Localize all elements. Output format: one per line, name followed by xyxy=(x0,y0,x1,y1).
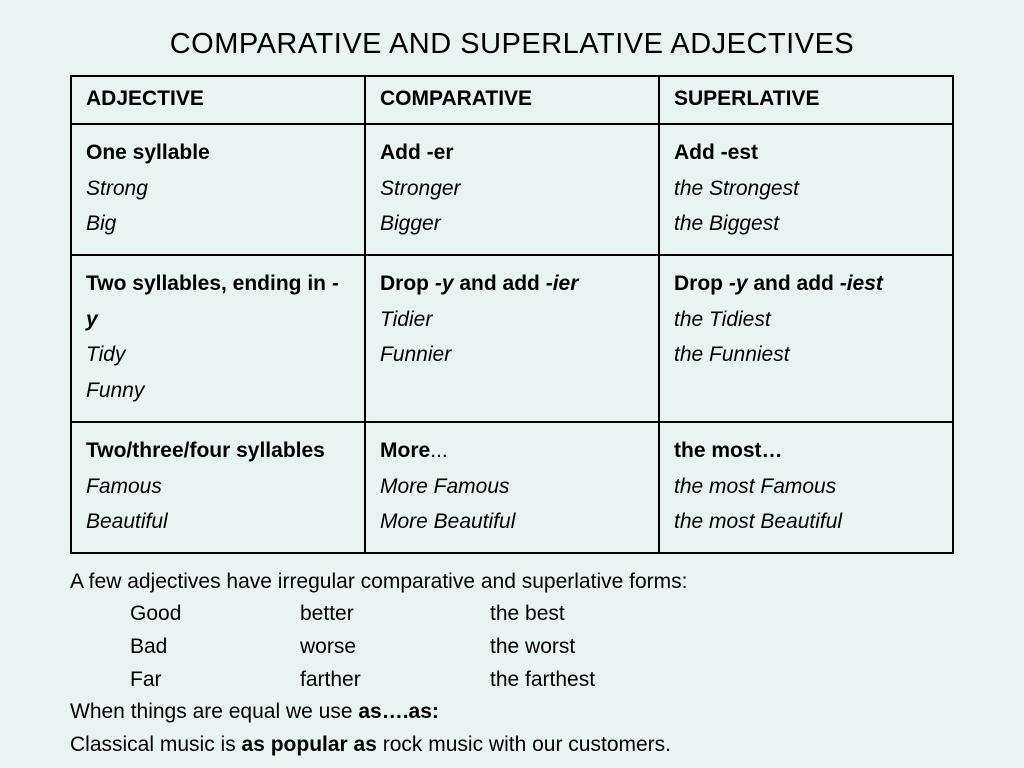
equal-rule-bold: as….as: xyxy=(358,700,439,723)
example-text: Funnier xyxy=(380,337,644,373)
rule-part: More xyxy=(380,439,430,462)
header-adjective: ADJECTIVE xyxy=(71,76,365,124)
irregular-sup: the best xyxy=(490,598,954,631)
example-text: Beautiful xyxy=(86,504,350,540)
rule-part: Drop xyxy=(674,272,729,295)
rule-text: One syllable xyxy=(86,135,350,171)
equal-rule: When things are equal we use as….as: xyxy=(70,696,954,729)
notes-section: A few adjectives have irregular comparat… xyxy=(70,566,954,761)
equal-example-part: Classical music is xyxy=(70,733,242,756)
rule-text: Drop -y and add -iest xyxy=(674,266,938,302)
rule-suffix: -y xyxy=(435,272,454,295)
table-header-row: ADJECTIVE COMPARATIVE SUPERLATIVE xyxy=(71,76,953,124)
rule-suffix: -ier xyxy=(546,272,579,295)
rule-part: and add xyxy=(454,272,546,295)
example-text: the most Beautiful xyxy=(674,504,938,540)
example-text: Funny xyxy=(86,373,350,409)
rule-text: Add -est xyxy=(674,135,938,171)
rule-text: Drop -y and add -ier xyxy=(380,266,644,302)
cell-one-adj: One syllable Strong Big xyxy=(71,124,365,255)
irregular-comp: better xyxy=(300,598,490,631)
rule-text: the most… xyxy=(674,433,938,469)
irregular-base: Far xyxy=(130,664,300,697)
example-text: Tidy xyxy=(86,337,350,373)
row-multi-syll: Two/three/four syllables Famous Beautifu… xyxy=(71,422,953,553)
irregular-comp: farther xyxy=(300,664,490,697)
rule-text: Two/three/four syllables xyxy=(86,433,350,469)
rule-part: Drop xyxy=(380,272,435,295)
cell-twoy-sup: Drop -y and add -iest the Tidiest the Fu… xyxy=(659,255,953,422)
irregular-base: Good xyxy=(130,598,300,631)
cell-one-sup: Add -est the Strongest the Biggest xyxy=(659,124,953,255)
irregular-sup: the worst xyxy=(490,631,954,664)
example-text: the Biggest xyxy=(674,206,938,242)
cell-multi-comp: More... More Famous More Beautiful xyxy=(365,422,659,553)
example-text: More Famous xyxy=(380,469,644,505)
cell-twoy-adj: Two syllables, ending in -y Tidy Funny xyxy=(71,255,365,422)
equal-example-part: rock music with our customers. xyxy=(377,733,671,756)
rule-text: Two syllables, ending in -y xyxy=(86,266,350,337)
irregular-sup: the farthest xyxy=(490,664,954,697)
cell-multi-adj: Two/three/four syllables Famous Beautifu… xyxy=(71,422,365,553)
cell-multi-sup: the most… the most Famous the most Beaut… xyxy=(659,422,953,553)
header-superlative: SUPERLATIVE xyxy=(659,76,953,124)
example-text: More Beautiful xyxy=(380,504,644,540)
example-text: Strong xyxy=(86,171,350,207)
example-text: the Tidiest xyxy=(674,302,938,338)
irregular-base: Bad xyxy=(130,631,300,664)
equal-example: Classical music is as popular as rock mu… xyxy=(70,729,954,762)
irregular-intro: A few adjectives have irregular comparat… xyxy=(70,566,954,599)
irregular-grid: Good better the best Bad worse the worst… xyxy=(130,598,954,696)
example-text: Stronger xyxy=(380,171,644,207)
example-text: Bigger xyxy=(380,206,644,242)
grammar-table: ADJECTIVE COMPARATIVE SUPERLATIVE One sy… xyxy=(70,75,954,554)
equal-example-bold: as popular as xyxy=(242,733,377,756)
cell-one-comp: Add -er Stronger Bigger xyxy=(365,124,659,255)
example-text: the Funniest xyxy=(674,337,938,373)
example-text: Tidier xyxy=(380,302,644,338)
rule-text: Add -er xyxy=(380,135,644,171)
row-one-syllable: One syllable Strong Big Add -er Stronger… xyxy=(71,124,953,255)
rule-part: and add xyxy=(748,272,840,295)
page-title: COMPARATIVE AND SUPERLATIVE ADJECTIVES xyxy=(70,28,954,61)
example-text: Famous xyxy=(86,469,350,505)
rule-part: Two syllables, ending in xyxy=(86,272,332,295)
irregular-comp: worse xyxy=(300,631,490,664)
rule-text: More... xyxy=(380,433,644,469)
rule-suffix: -y xyxy=(729,272,748,295)
example-text: the Strongest xyxy=(674,171,938,207)
row-two-syll-y: Two syllables, ending in -y Tidy Funny D… xyxy=(71,255,953,422)
rule-suffix: -iest xyxy=(840,272,883,295)
equal-rule-part: When things are equal we use xyxy=(70,700,358,723)
cell-twoy-comp: Drop -y and add -ier Tidier Funnier xyxy=(365,255,659,422)
example-text: the most Famous xyxy=(674,469,938,505)
header-comparative: COMPARATIVE xyxy=(365,76,659,124)
example-text: Big xyxy=(86,206,350,242)
rule-ellipsis: ... xyxy=(430,439,448,462)
